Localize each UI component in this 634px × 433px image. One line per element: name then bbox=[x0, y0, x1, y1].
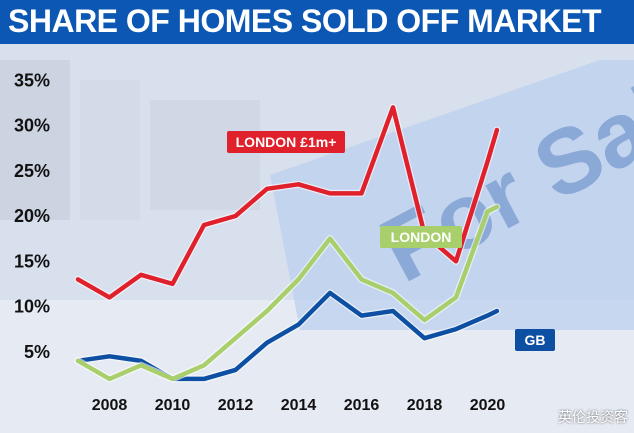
series-line bbox=[75, 204, 500, 382]
y-tick-label: 15% bbox=[14, 251, 50, 271]
x-tick-label: 2020 bbox=[470, 397, 506, 414]
y-tick-label: 30% bbox=[14, 116, 50, 136]
x-tick-label: 2012 bbox=[218, 397, 254, 414]
series-label-text: LONDON bbox=[391, 229, 452, 245]
title-bar: SHARE OF HOMES SOLD OFF MARKET bbox=[0, 0, 634, 44]
series-label-badge bbox=[515, 329, 555, 351]
series-label-text: GB bbox=[525, 332, 546, 348]
chart-title: SHARE OF HOMES SOLD OFF MARKET bbox=[8, 3, 602, 39]
x-tick-label: 2010 bbox=[155, 397, 191, 414]
y-axis-ticks: 5% 10% 15% 20% 25% 30% 35% bbox=[14, 70, 50, 362]
series-lines bbox=[74, 103, 501, 383]
y-tick-label: 10% bbox=[14, 297, 50, 317]
y-tick-label: 20% bbox=[14, 206, 50, 226]
series-label: LONDON bbox=[380, 226, 462, 248]
background-photo: For Sale bbox=[0, 41, 634, 433]
series-line bbox=[75, 105, 500, 300]
series-label-badge bbox=[380, 226, 462, 248]
series-label: LONDON £1m+ bbox=[227, 131, 345, 153]
series-label: GB bbox=[515, 329, 555, 351]
watermark: 英伦投资客 bbox=[558, 409, 628, 425]
x-axis-ticks: 2008 2010 2012 2014 2016 2018 2020 bbox=[92, 397, 506, 414]
x-tick-label: 2008 bbox=[92, 397, 128, 414]
y-tick-label: 5% bbox=[24, 342, 50, 362]
series-label-text: LONDON £1m+ bbox=[236, 134, 337, 150]
y-tick-label: 25% bbox=[14, 161, 50, 181]
x-tick-label: 2014 bbox=[281, 397, 317, 414]
x-tick-label: 2016 bbox=[344, 397, 380, 414]
y-tick-label: 35% bbox=[14, 70, 50, 90]
x-tick-label: 2018 bbox=[407, 397, 443, 414]
series-labels: LONDON £1m+ LONDON GB bbox=[227, 131, 555, 351]
series-label-badge bbox=[227, 131, 345, 153]
